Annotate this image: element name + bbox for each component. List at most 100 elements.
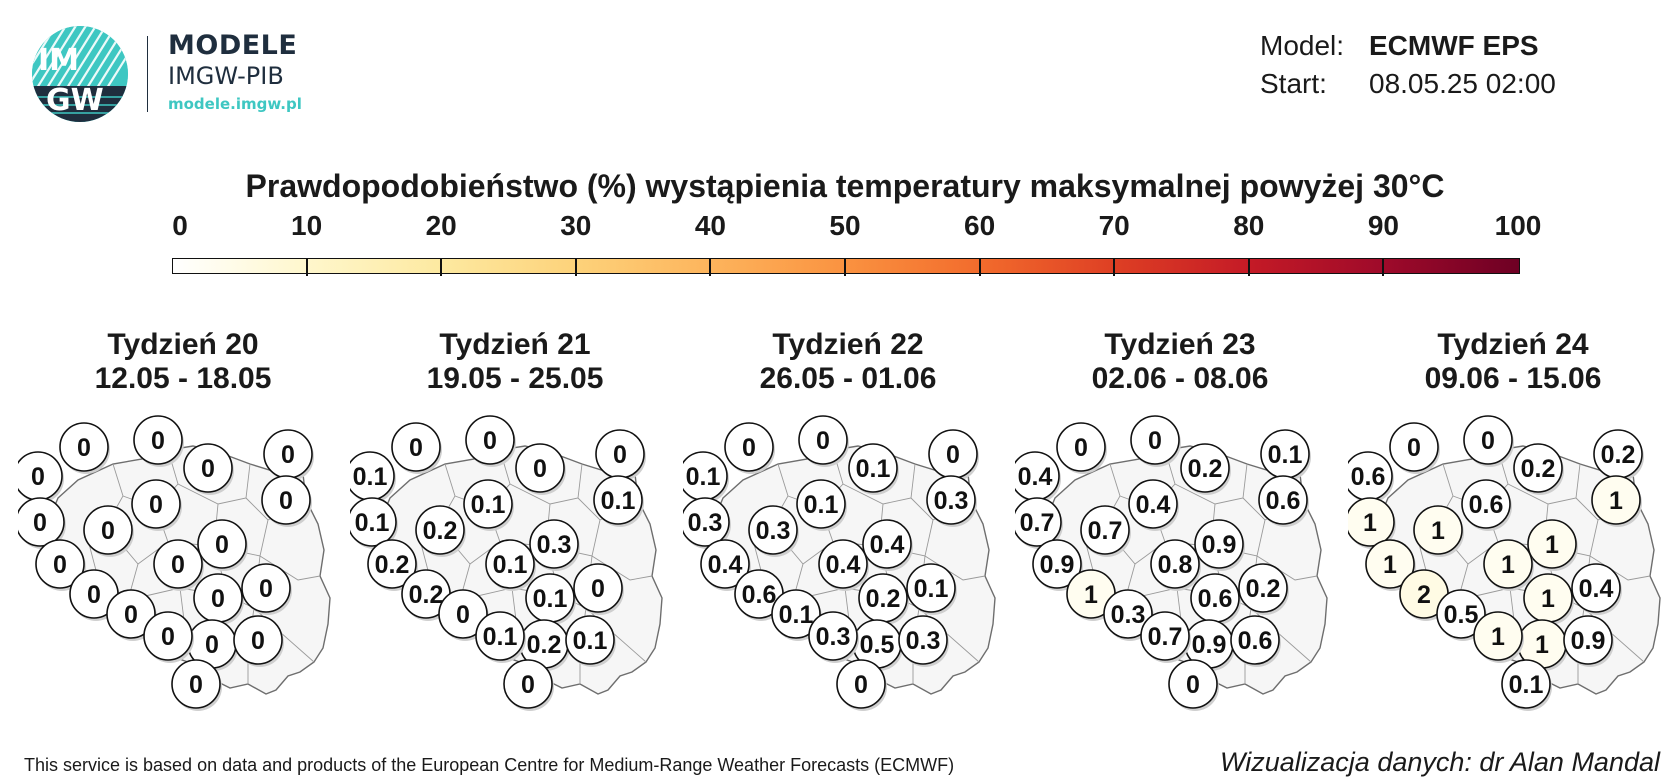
station-bubble: 0.3 <box>683 497 731 549</box>
station-circle <box>748 505 798 555</box>
station-probability-value: 0.1 <box>471 491 506 519</box>
station-probability-value: 0.2 <box>1188 455 1223 483</box>
station-circle <box>1413 505 1463 555</box>
station-probability-value: 0 <box>161 623 175 651</box>
station-bubble: 0 <box>171 659 222 711</box>
station-bubble: 0.4 <box>700 539 751 591</box>
station-probability-value: 0.9 <box>1571 627 1606 655</box>
region-border <box>1174 463 1248 505</box>
station-probability-value: 1 <box>1491 623 1505 651</box>
station-probability-value: 1 <box>1084 581 1098 609</box>
station-bubble: 0.2 <box>415 505 466 557</box>
station-probability-value: 0.6 <box>1351 463 1386 491</box>
week-panel: Tydzień 21 19.05 - 25.05 0 0 0.1 0 0 0.1 0.1 0.2 0… <box>350 328 680 728</box>
poland-map: 0 00.1 0.1 00.30.3 0.30.10.40.4 0.40.20.60.10… <box>683 415 996 711</box>
station-bubble: 0 <box>928 429 979 481</box>
station-probability-value: 0.3 <box>756 517 791 545</box>
colorbar-tick-label: 20 <box>425 210 457 241</box>
station-bubble: 0.8 <box>1150 539 1201 591</box>
station-circle <box>1473 611 1523 661</box>
logo-url[interactable]: modele.imgw.pl <box>168 95 302 113</box>
station-bubble: 0.1 <box>683 451 729 503</box>
station-probability-value: 0.4 <box>708 551 743 579</box>
colorbar-tick-label: 80 <box>1233 210 1265 241</box>
station-circle <box>1258 475 1308 525</box>
svg-text:GW: GW <box>46 83 104 118</box>
station-bubble: 0 <box>724 422 775 474</box>
week-dates: 02.06 - 08.06 <box>1091 362 1269 395</box>
station-bubble: 0 <box>241 563 292 615</box>
week-panel-header: Tydzień 23 02.06 - 08.06 <box>1015 328 1345 396</box>
station-circle <box>350 497 397 547</box>
station-bubble: 0.3 <box>748 505 799 557</box>
station-probability-value: 0.5 <box>1444 601 1479 629</box>
station-circle <box>463 479 513 529</box>
station-circle <box>906 563 956 613</box>
week-panel-header: Tydzień 20 12.05 - 18.05 <box>18 328 348 396</box>
station-bubble: 0.1 <box>350 497 398 549</box>
station-circle <box>1527 519 1577 569</box>
week-label: Tydzień 23 <box>1104 328 1256 361</box>
station-probability-value: 0 <box>77 434 91 462</box>
station-probability-value: 0.3 <box>537 531 572 559</box>
station-probability-value: 1 <box>1501 551 1515 579</box>
colorbar-tick <box>1382 258 1385 276</box>
station-bubble: 0.6 <box>1258 475 1309 527</box>
station-bubble: 0 <box>59 422 110 474</box>
station-circle <box>818 539 868 589</box>
station-bubble: 0 <box>83 505 134 557</box>
station-probability-value: 0.1 <box>601 487 636 515</box>
station-circle <box>438 589 488 639</box>
station-probability-value: 0.1 <box>914 575 949 603</box>
station-probability-value: 0.2 <box>375 551 410 579</box>
station-bubble: 0.9 <box>1184 619 1235 671</box>
week-panel: Tydzień 22 26.05 - 01.06 0 0 0.1 0.1 0 0.3 0.3 0.… <box>683 328 1013 728</box>
station-probability-value: 0 <box>279 487 293 515</box>
station-probability-value: 1 <box>1363 509 1377 537</box>
station-circle <box>862 519 912 569</box>
colorbar-tick-label: 30 <box>560 210 592 241</box>
station-probability-value: 0.6 <box>1266 487 1301 515</box>
station-bubble: 0 <box>391 422 442 474</box>
station-probability-value: 0 <box>521 671 535 699</box>
region-border <box>842 463 916 505</box>
region-border <box>509 463 583 505</box>
station-probability-value: 0.8 <box>1158 551 1193 579</box>
station-bubble: 0.2 <box>1180 443 1231 495</box>
station-probability-value: 0.4 <box>1136 491 1171 519</box>
colorbar-tick-label: 10 <box>291 210 323 241</box>
station-circle <box>415 505 465 555</box>
station-bubble: 0.1 <box>848 443 899 495</box>
station-probability-value: 2 <box>1417 581 1431 609</box>
station-circle <box>1130 415 1180 465</box>
station-circle <box>515 443 565 493</box>
station-circle <box>261 475 311 525</box>
station-probability-value: 0 <box>205 631 219 659</box>
station-bubble: 1 <box>1517 619 1568 671</box>
station-probability-value: 1 <box>1535 631 1549 659</box>
station-circle <box>367 539 417 589</box>
station-probability-value: 0.4 <box>826 551 861 579</box>
station-bubble: 0 <box>35 539 86 591</box>
colorbar-tick-label: 70 <box>1098 210 1130 241</box>
station-bubble: 0.2 <box>401 569 452 621</box>
station-circle <box>798 415 848 465</box>
start-label: Start: <box>1260 68 1327 99</box>
station-probability-value: 0 <box>53 551 67 579</box>
station-probability-value: 0 <box>854 671 868 699</box>
station-probability-value: 0.2 <box>866 585 901 613</box>
station-probability-value: 0 <box>189 671 203 699</box>
station-bubble: 0.2 <box>1513 443 1564 495</box>
station-bubble: 0.9 <box>1032 539 1083 591</box>
station-probability-value: 0.6 <box>1238 627 1273 655</box>
station-bubble: 0 <box>133 415 184 467</box>
station-circle <box>1103 589 1153 639</box>
station-probability-value: 0 <box>409 434 423 462</box>
week-dates: 09.06 - 15.06 <box>1424 362 1602 395</box>
station-probability-value: 0 <box>211 585 225 613</box>
station-probability-value: 0 <box>946 441 960 469</box>
station-probability-value: 0 <box>742 434 756 462</box>
week-dates: 26.05 - 01.06 <box>759 362 937 395</box>
region-border <box>1589 555 1651 581</box>
station-circle <box>573 563 623 613</box>
